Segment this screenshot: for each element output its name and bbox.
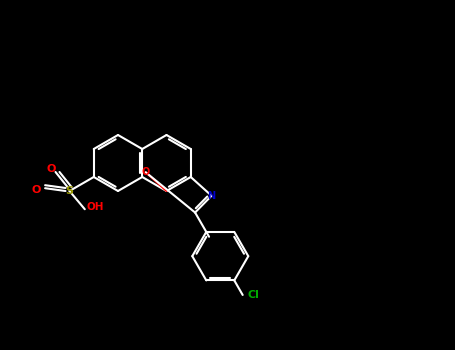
Text: O: O (142, 167, 150, 177)
Text: N: N (207, 191, 216, 201)
Text: O: O (47, 164, 56, 174)
Text: Cl: Cl (248, 290, 259, 300)
Text: O: O (32, 185, 41, 195)
Text: S: S (66, 186, 74, 196)
Text: OH: OH (87, 202, 104, 212)
